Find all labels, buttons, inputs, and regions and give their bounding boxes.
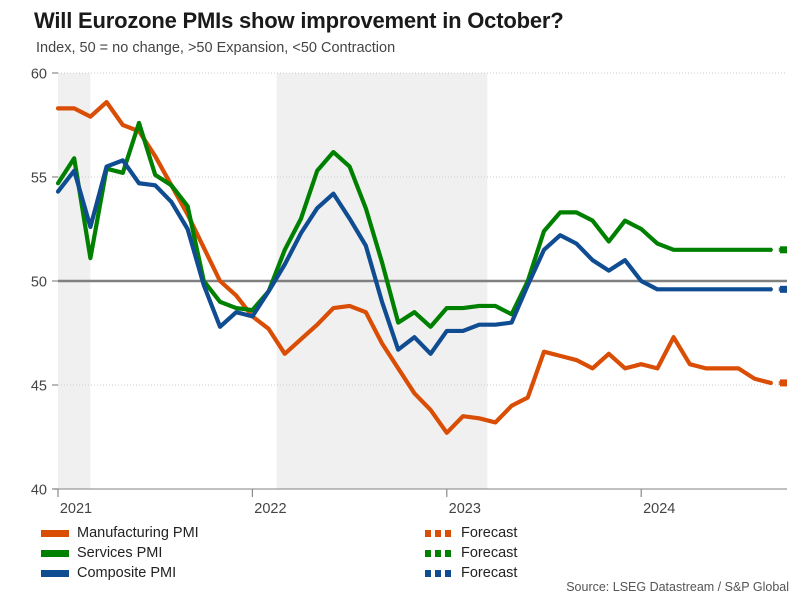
series-lines: [55, 100, 787, 435]
source-note: Source: LSEG Datastream / S&P Global: [566, 580, 789, 594]
legend-swatch-composite: [41, 570, 69, 577]
legend-swatch-forecast-services: [425, 550, 453, 557]
chart-subtitle: Index, 50 = no change, >50 Expansion, <5…: [36, 40, 396, 56]
legend-label-services: Services PMI: [77, 545, 163, 561]
x-axis-label: 2023: [449, 501, 481, 517]
y-axis-label: 45: [31, 379, 47, 395]
pmi-line-chart: 40 45 50 55 60 2021 2022 2023 2024: [31, 67, 787, 517]
legend-swatch-forecast-composite: [425, 570, 453, 577]
legend-item[interactable]: Manufacturing PMI: [41, 524, 199, 543]
forecast-point: [780, 285, 787, 293]
series-line: [55, 158, 773, 356]
legend-swatch-manufacturing: [41, 530, 69, 537]
x-axis-labels: 2021 2022 2023 2024: [60, 501, 675, 517]
x-axis-ticks: [57, 489, 642, 497]
y-axis-label: 55: [31, 171, 47, 187]
x-axis-label: 2024: [643, 501, 675, 517]
legend-column-forecast: Forecast Forecast Forecast: [425, 524, 517, 584]
y-axis-label: 60: [31, 67, 47, 83]
legend-item[interactable]: Forecast: [425, 544, 517, 563]
legend-label-forecast-manufacturing: Forecast: [461, 525, 518, 541]
x-axis-label: 2021: [60, 501, 92, 517]
page-title: Will Eurozone PMIs show improvement in O…: [34, 8, 564, 33]
grid-lines: [54, 72, 787, 490]
legend-swatch-forecast-manufacturing: [425, 530, 453, 537]
legend-label-forecast-services: Forecast: [461, 545, 518, 561]
legend-column-series: Manufacturing PMI Services PMI Composite…: [41, 524, 199, 584]
forecast-point: [780, 379, 787, 387]
y-axis-ticks: [52, 72, 58, 490]
chart-legend: Manufacturing PMI Services PMI Composite…: [0, 524, 801, 581]
legend-item[interactable]: Forecast: [425, 524, 517, 543]
legend-label-composite: Composite PMI: [77, 565, 177, 581]
legend-item[interactable]: Composite PMI: [41, 564, 199, 583]
series-line: [55, 120, 773, 329]
y-axis-label: 40: [31, 483, 47, 499]
legend-item[interactable]: Forecast: [425, 564, 517, 583]
x-axis-label: 2022: [254, 501, 286, 517]
legend-item[interactable]: Services PMI: [41, 544, 199, 563]
legend-label-forecast-composite: Forecast: [461, 565, 518, 581]
y-axis-label: 50: [31, 275, 47, 291]
legend-swatch-services: [41, 550, 69, 557]
forecast-point: [780, 246, 787, 254]
legend-label-manufacturing: Manufacturing PMI: [77, 525, 199, 541]
y-axis-labels: 40 45 50 55 60: [31, 67, 47, 499]
